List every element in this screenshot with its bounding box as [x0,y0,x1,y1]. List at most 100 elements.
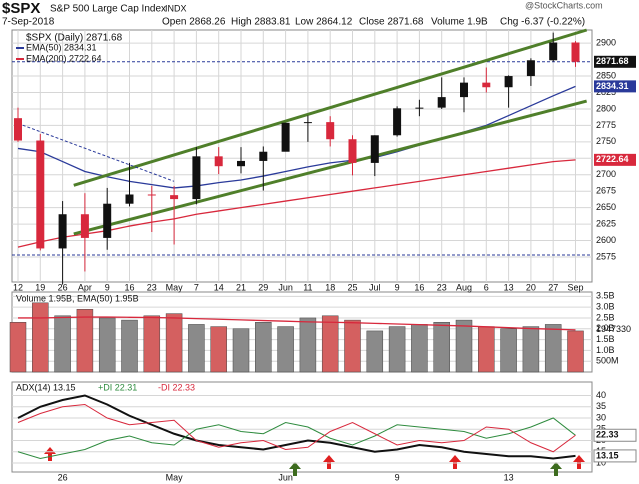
volume-right-label: 1947330 [596,324,631,334]
volume-bar [277,326,294,373]
volume-bar [344,319,361,373]
x-tick-label: Jul [369,282,381,292]
x-tick-label: 23 [437,282,447,292]
legend-entry: +DI 22.31 [98,382,137,392]
x-tick-label: 7 [194,282,199,292]
y-tick-label: 2800 [596,103,616,113]
x-tick-label: 14 [214,282,224,292]
y-tick-label: 2650 [596,202,616,212]
x-tick-label: Apr [78,282,92,292]
y-tick-label: 2700 [596,169,616,179]
x-tick-label: May [166,282,184,292]
trend-channel [73,28,588,187]
volume-bar [232,328,250,373]
signal-arrows [44,447,585,469]
volume-bar [32,302,49,373]
candle-body [415,107,424,109]
y-tick-label: 3.5B [596,291,615,301]
x-tick-label: 13 [504,472,514,482]
value-tag [593,449,637,463]
value-tag [594,153,636,166]
x-tick-label: 21 [236,282,246,292]
volume-bar [321,315,339,373]
x-tick-label: 16 [124,282,134,292]
signal-arrows-green [289,462,562,476]
candle-body [170,195,179,200]
y-tick-label: 25 [596,424,606,434]
close: Close 2871.68 [359,17,424,28]
candle-body [259,151,268,161]
x-tick-label: 12 [13,282,23,292]
high: High 2883.81 [231,17,291,28]
candle-body [80,214,89,238]
x-tick-label: Aug [456,282,472,292]
candle-body [571,42,580,62]
y-tick-label: 2625 [596,218,616,228]
x-tick-label: 9 [105,282,110,292]
volume-bar [522,326,540,373]
x-tick-label: 26 [58,282,68,292]
trend-channel [73,99,588,236]
y-tick-label: 2750 [596,136,616,146]
value-tag [594,80,636,93]
volume-bar [76,309,94,373]
volume: Volume 1.9B [431,17,488,28]
volume-bar [9,322,27,373]
value-tag-label: 2871.68 [596,56,629,66]
candle-body [214,156,223,167]
volume-bar [478,326,495,373]
y-tick-label: 2.0B [596,323,615,333]
volume-bar [544,324,562,373]
x-tick-label: 6 [484,282,489,292]
volume-ema-line [18,316,576,331]
candle-body [58,214,67,249]
x-tick-label: 29 [258,282,268,292]
volume-bar [567,330,584,373]
volume-bar [188,324,205,373]
y-tick-label: 35 [596,401,606,411]
symbol: $SPX [2,0,40,17]
volume-bar [165,313,183,373]
y-tick-label: 1.0B [596,345,615,355]
value-tag [594,55,636,68]
legend-entry: -DI 22.33 [158,382,195,392]
volume-bar [255,322,272,373]
x-tick-label: 9 [395,472,400,482]
y-tick-label: 40 [596,390,606,400]
x-tick-label: May [166,472,184,482]
legend-price: $SPX (Daily) 2871.68 [26,33,123,44]
x-tick-label: 27 [548,282,558,292]
candle-body [103,203,112,238]
candle-body [36,140,45,249]
volume-bar [455,319,473,373]
y-tick-label: 2575 [596,251,616,261]
index-name: S&P 500 Large Cap Index [50,4,166,15]
volume-bar [433,322,450,373]
candle-body [237,160,245,167]
candle-body [14,118,22,141]
value-tag-label: 2834.31 [596,81,629,91]
volume-bar [54,315,71,373]
indicator-line [17,394,576,460]
candle-body [348,139,357,163]
candle-body [303,122,312,124]
candle-body [526,60,535,77]
candle-body [326,122,335,140]
x-tick-label: Jun [278,282,293,292]
exchange: INDX [165,3,187,13]
volume-bar [366,330,384,373]
volume-bar [98,317,116,373]
y-tick-label: 2775 [596,120,616,130]
candle-body [147,194,156,196]
low: Low 2864.12 [295,17,353,28]
date: 7-Sep-2018 [2,17,55,28]
price-frame [11,29,593,283]
candle-body [437,97,446,108]
open: Open 2868.26 [162,17,226,28]
value-tag-label: 2722.64 [596,154,629,164]
candle-body [460,82,468,98]
x-tick-label: 9 [395,282,400,292]
y-tick-label: 500M [596,356,619,366]
x-tick-label: 11 [303,282,312,292]
